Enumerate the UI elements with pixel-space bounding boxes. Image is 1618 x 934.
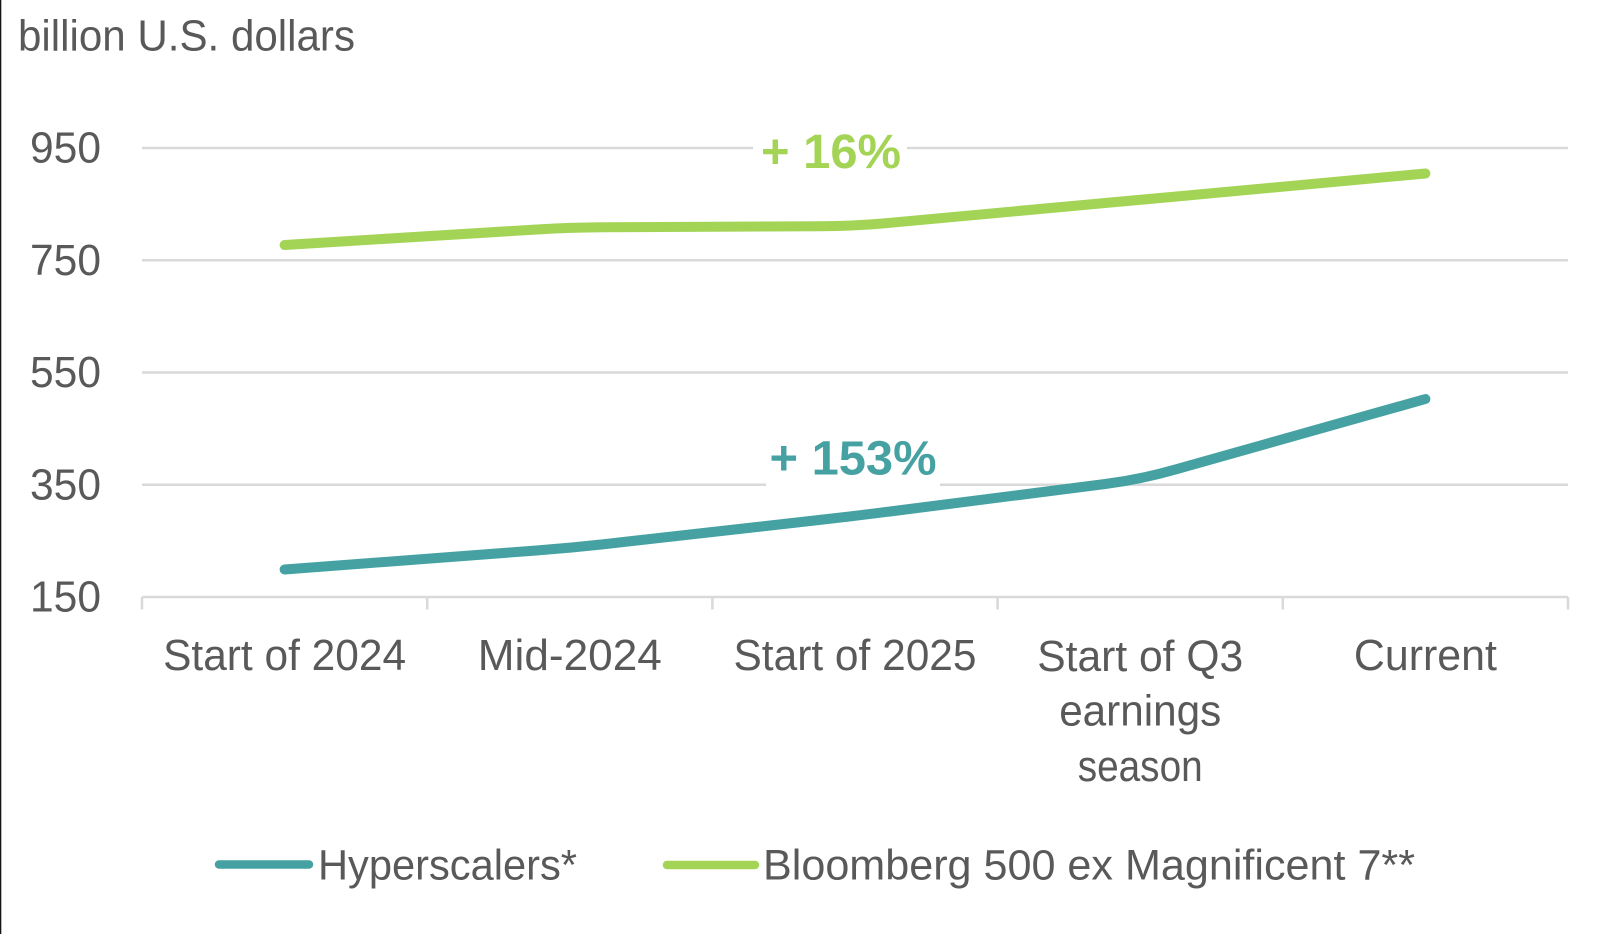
svg-text:Bloomberg 500 ex Magnificent 7: Bloomberg 500 ex Magnificent 7** [763, 842, 1415, 890]
svg-text:billion U.S. dollars: billion U.S. dollars [18, 12, 355, 61]
svg-text:Start of 2024: Start of 2024 [163, 631, 406, 680]
svg-text:350: 350 [30, 460, 101, 509]
svg-text:Hyperscalers*: Hyperscalers* [318, 842, 577, 890]
svg-text:550: 550 [30, 348, 101, 397]
svg-text:Mid-2024: Mid-2024 [478, 631, 662, 680]
svg-text:Start of 2025: Start of 2025 [734, 631, 977, 680]
svg-text:750: 750 [30, 236, 101, 285]
svg-text:season: season [1078, 742, 1203, 791]
svg-text:950: 950 [30, 124, 101, 173]
svg-text:150: 150 [30, 573, 101, 622]
svg-text:+ 153%: + 153% [770, 432, 937, 485]
svg-text:Start of Q3: Start of Q3 [1037, 632, 1243, 681]
svg-text:+ 16%: + 16% [761, 126, 901, 179]
svg-text:earnings: earnings [1059, 687, 1221, 736]
svg-text:Current: Current [1354, 631, 1497, 680]
